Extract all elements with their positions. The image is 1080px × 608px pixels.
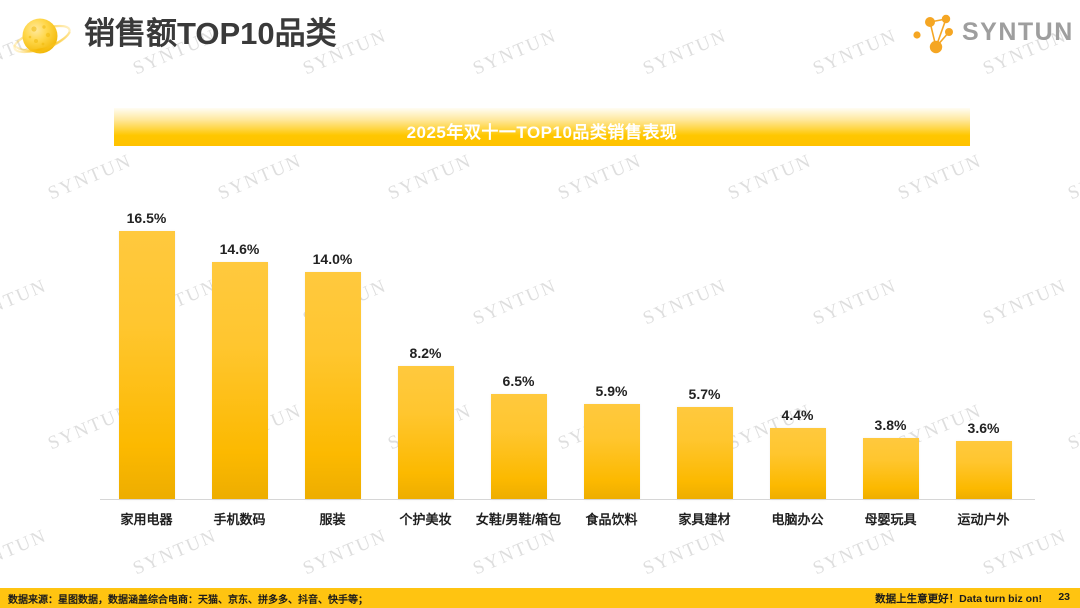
x-axis-labels: 家用电器 手机数码 服装 个护美妆 女鞋/男鞋/箱包 食品饮料 家具建材 电脑办公 母婴玩具 运动… (100, 505, 1030, 535)
bar-slot[interactable]: 3.8% (862, 170, 919, 500)
bar-value-label: 5.7% (688, 386, 721, 402)
bar-rect[interactable] (490, 394, 547, 500)
bar-value-label: 14.6% (219, 241, 260, 257)
bar-slot[interactable]: 5.9% (583, 170, 640, 500)
x-axis-label: 女鞋/男鞋/箱包 (475, 512, 562, 527)
bar-rect[interactable] (211, 262, 268, 500)
bar-rect[interactable] (862, 438, 919, 500)
bar-chart-plot-area: 16.5% 14.6% 14.0% 8.2% 6.5% 5.9% 5.7% 4.4% 3.8% 3… (100, 170, 1030, 500)
syntun-network-logo-icon (908, 10, 960, 54)
bar-value-label: 14.0% (312, 251, 353, 267)
x-axis-label: 手机数码 (213, 512, 266, 527)
bar-slot[interactable]: 6.5% (490, 170, 547, 500)
x-axis-label: 母婴玩具 (864, 512, 917, 527)
x-axis-label: 家具建材 (678, 512, 731, 527)
watermark-text: SYNTUN (1065, 400, 1080, 455)
brand-logo: SYNTUN (908, 8, 1072, 56)
bar-rect[interactable] (397, 366, 454, 500)
footer-data-source: 数据来源：星图数据，数据涵盖综合电商：天猫、京东、拼多多、抖音、快手等； (8, 595, 368, 606)
watermark-text: SYNTUN (1065, 150, 1080, 205)
page-title: 销售额TOP10品类 (84, 16, 337, 51)
bar-rect[interactable] (676, 407, 733, 500)
x-axis-label: 电脑办公 (771, 512, 824, 527)
chart-baseline (100, 499, 1035, 500)
bar-slot[interactable]: 16.5% (118, 170, 175, 500)
planet-icon (10, 10, 74, 64)
bar-value-label: 16.5% (126, 210, 167, 226)
bar-value-label: 3.6% (967, 420, 1000, 436)
x-axis-label: 服装 (319, 512, 346, 527)
bar-slot[interactable]: 14.0% (304, 170, 361, 500)
bar-rect[interactable] (769, 428, 826, 500)
bar-slot[interactable]: 5.7% (676, 170, 733, 500)
watermark-text: SYNTUN (0, 275, 51, 330)
bar-value-label: 3.8% (874, 417, 907, 433)
x-axis-label: 食品饮料 (585, 512, 638, 527)
chart-title-banner: 2025年双十一TOP10品类销售表现 (114, 108, 970, 146)
x-axis-label: 运动户外 (957, 512, 1010, 527)
x-axis-label: 个护美妆 (399, 512, 452, 527)
bar-slot[interactable]: 3.6% (955, 170, 1012, 500)
bar-rect[interactable] (583, 404, 640, 500)
x-axis-label: 家用电器 (120, 512, 173, 527)
bar-value-label: 8.2% (409, 345, 442, 361)
bar-value-label: 6.5% (502, 373, 535, 389)
slide-header: 销售额TOP10品类 SYNTUN (0, 0, 1080, 72)
footer-page-number: 23 (1058, 591, 1070, 603)
bar-rect[interactable] (118, 231, 175, 500)
bar-slot[interactable]: 8.2% (397, 170, 454, 500)
brand-name-label: SYNTUN (962, 17, 1074, 46)
bar-value-label: 4.4% (781, 407, 814, 423)
bar-rect[interactable] (955, 441, 1012, 500)
slide-footer: 数据来源：星图数据，数据涵盖综合电商：天猫、京东、拼多多、抖音、快手等； 数据上… (0, 588, 1080, 608)
bar-slot[interactable]: 4.4% (769, 170, 826, 500)
bar-rect[interactable] (304, 272, 361, 500)
bar-slot[interactable]: 14.6% (211, 170, 268, 500)
watermark-text: SYNTUN (0, 525, 51, 580)
footer-slogan: 数据上生意更好！Data turn biz on! (875, 593, 1042, 605)
bar-value-label: 5.9% (595, 383, 628, 399)
chart-title-label: 2025年双十一TOP10品类销售表现 (406, 122, 678, 142)
